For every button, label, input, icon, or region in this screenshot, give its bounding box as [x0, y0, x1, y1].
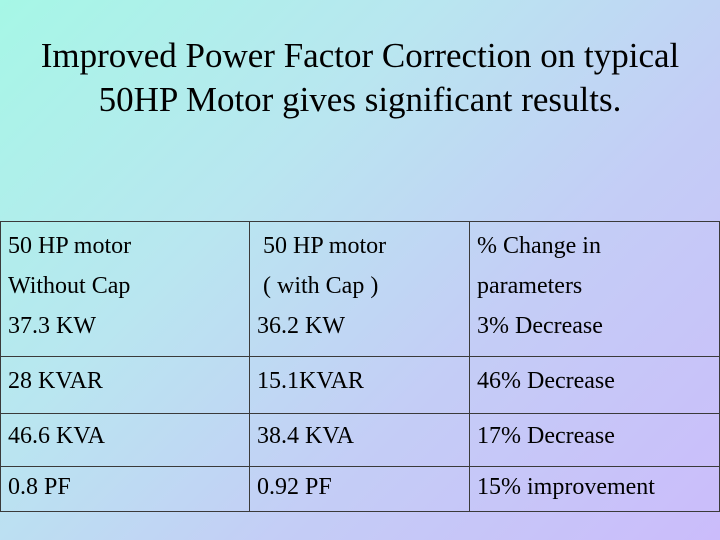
kva-without-cap: 46.6 KVA — [0, 413, 250, 467]
pf-change: 15% improvement — [469, 466, 720, 512]
col-heading-change-line-1: % Change in — [477, 233, 601, 259]
slide-title-line-2: 50HP Motor gives significant results. — [98, 80, 622, 119]
motor-comparison-table: 50 HP motor Without Cap 37.3 KW 50 HP mo… — [0, 221, 720, 512]
col-heading-with-cap-line-2: ( with Cap ) — [257, 273, 379, 299]
cell-percent-change: % Change in parameters 3% Decrease — [469, 221, 720, 357]
col-heading-change-line-2: parameters — [477, 273, 583, 299]
table-row-kvar: 28 KVAR 15.1KVAR 46% Decrease — [0, 356, 720, 414]
col-heading-without-cap-line-1: 50 HP motor — [8, 233, 132, 259]
table-row-pf: 0.8 PF 0.92 PF 15% improvement — [0, 466, 720, 512]
slide-title: Improved Power Factor Correction on typi… — [0, 34, 720, 122]
table-row-kva: 46.6 KVA 38.4 KVA 17% Decrease — [0, 413, 720, 467]
col-heading-without-cap-line-2: Without Cap — [8, 273, 131, 299]
pf-without-cap: 0.8 PF — [0, 466, 250, 512]
cell-with-cap: 50 HP motor ( with Cap ) 36.2 KW — [249, 221, 470, 357]
pf-with-cap: 0.92 PF — [249, 466, 470, 512]
slide-title-line-1: Improved Power Factor Correction on typi… — [40, 36, 680, 75]
kvar-without-cap: 28 KVAR — [0, 356, 250, 414]
kw-without-cap: 37.3 KW — [8, 313, 96, 339]
kva-with-cap: 38.4 KVA — [249, 413, 470, 467]
kvar-with-cap: 15.1KVAR — [249, 356, 470, 414]
table-row-kw: 50 HP motor Without Cap 37.3 KW 50 HP mo… — [0, 221, 720, 357]
kva-change: 17% Decrease — [469, 413, 720, 467]
kw-change: 3% Decrease — [477, 313, 603, 339]
kvar-change: 46% Decrease — [469, 356, 720, 414]
col-heading-with-cap-line-1: 50 HP motor — [257, 233, 387, 259]
cell-without-cap: 50 HP motor Without Cap 37.3 KW — [0, 221, 250, 357]
kw-with-cap: 36.2 KW — [257, 313, 345, 339]
